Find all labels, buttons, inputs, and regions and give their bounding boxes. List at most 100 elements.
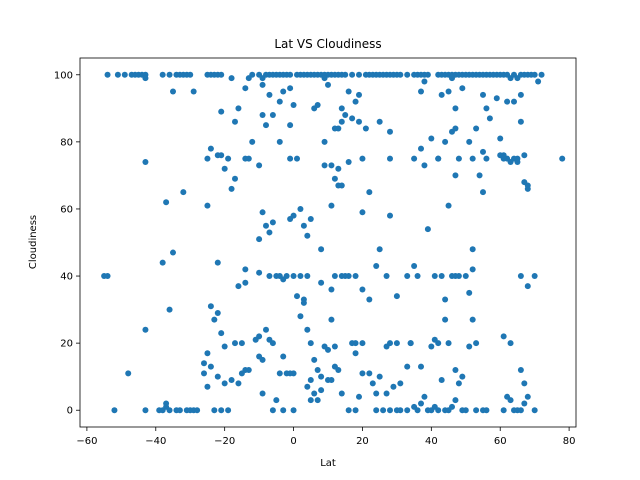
scatter-point — [366, 370, 373, 377]
scatter-point — [221, 343, 228, 350]
scatter-point — [266, 91, 273, 98]
scatter-point — [235, 283, 242, 290]
scatter-point — [504, 98, 511, 105]
x-tick-label: 60 — [494, 436, 507, 447]
scatter-point — [335, 165, 342, 172]
scatter-point — [218, 407, 225, 414]
scatter-point — [521, 152, 528, 159]
y-tick-label: 20 — [60, 339, 73, 350]
scatter-point — [524, 182, 531, 189]
scatter-point — [287, 85, 294, 92]
scatter-point — [335, 125, 342, 132]
scatter-point — [359, 155, 366, 162]
scatter-point — [269, 219, 276, 226]
scatter-point — [500, 333, 507, 340]
scatter-point — [142, 326, 149, 333]
scatter-point — [455, 380, 462, 387]
y-tick-label: 40 — [60, 272, 73, 283]
scatter-point — [283, 273, 290, 280]
y-axis-label: Cloudiness — [28, 215, 39, 269]
scatter-point — [473, 407, 480, 414]
scatter-point — [421, 162, 428, 169]
scatter-point — [380, 407, 387, 414]
scatter-point — [418, 363, 424, 370]
scatter-point — [180, 189, 187, 196]
scatter-point — [256, 333, 263, 340]
scatter-point — [328, 377, 335, 384]
scatter-point — [228, 377, 235, 384]
scatter-point — [359, 209, 366, 216]
y-tick-label: 100 — [54, 70, 73, 81]
scatter-point — [104, 71, 111, 78]
scatter-point — [517, 91, 524, 98]
scatter-point — [170, 88, 176, 95]
scatter-point — [218, 108, 225, 115]
scatter-point — [517, 366, 524, 373]
scatter-point — [500, 155, 507, 162]
scatter-point — [290, 407, 297, 414]
scatter-point — [387, 155, 393, 162]
scatter-point — [356, 118, 362, 125]
scatter-point — [307, 340, 314, 347]
scatter-point — [325, 346, 331, 353]
scatter-point — [531, 407, 538, 414]
scatter-point — [214, 309, 221, 316]
scatter-point — [290, 101, 297, 108]
scatter-point — [225, 155, 232, 162]
scatter-point — [300, 299, 307, 306]
scatter-point — [273, 397, 280, 404]
scatter-point — [387, 340, 393, 347]
scatter-point — [214, 259, 221, 266]
scatter-point — [300, 222, 307, 229]
scatter-point — [287, 155, 294, 162]
scatter-point — [407, 340, 414, 347]
scatter-point — [480, 148, 486, 155]
scatter-point — [194, 407, 201, 414]
scatter-point — [404, 363, 411, 370]
scatter-point — [269, 112, 276, 119]
scatter-point — [166, 407, 173, 414]
scatter-point — [142, 158, 149, 165]
scatter-point — [404, 273, 411, 280]
x-tick-label: 40 — [425, 436, 438, 447]
scatter-point — [517, 118, 524, 125]
scatter-point — [480, 189, 486, 196]
scatter-point — [345, 158, 352, 165]
scatter-point — [207, 145, 214, 152]
scatter-point — [352, 350, 359, 357]
scatter-point — [418, 145, 424, 152]
scatter-point — [304, 232, 311, 239]
scatter-point — [414, 407, 421, 414]
scatter-point — [242, 279, 249, 286]
scatter-point — [455, 155, 462, 162]
scatter-point — [121, 71, 128, 78]
scatter-point — [287, 71, 294, 78]
x-tick-label: −40 — [145, 436, 166, 447]
scatter-point — [232, 175, 238, 182]
scatter-point — [452, 125, 459, 132]
scatter-point — [373, 407, 380, 414]
scatter-point — [404, 407, 411, 414]
points-layer — [101, 71, 566, 414]
scatter-point — [218, 330, 225, 337]
scatter-point — [297, 273, 304, 280]
scatter-point — [376, 246, 383, 253]
scatter-point — [218, 71, 225, 78]
scatter-point — [359, 340, 366, 347]
scatter-point — [204, 350, 211, 357]
scatter-point — [276, 98, 283, 105]
x-axis-ticks: −60 −40 −20 0 20 40 60 80 — [76, 427, 575, 447]
scatter-point — [204, 383, 211, 390]
scatter-point — [297, 205, 304, 212]
scatter-point — [176, 407, 183, 414]
scatter-point — [507, 397, 514, 404]
scatter-point — [201, 370, 207, 377]
scatter-point — [232, 340, 238, 347]
scatter-point — [449, 403, 455, 410]
scatter-point — [459, 85, 466, 92]
scatter-point — [387, 128, 393, 135]
scatter-point — [256, 162, 263, 169]
scatter-point — [442, 296, 449, 303]
scatter-point — [125, 370, 132, 377]
